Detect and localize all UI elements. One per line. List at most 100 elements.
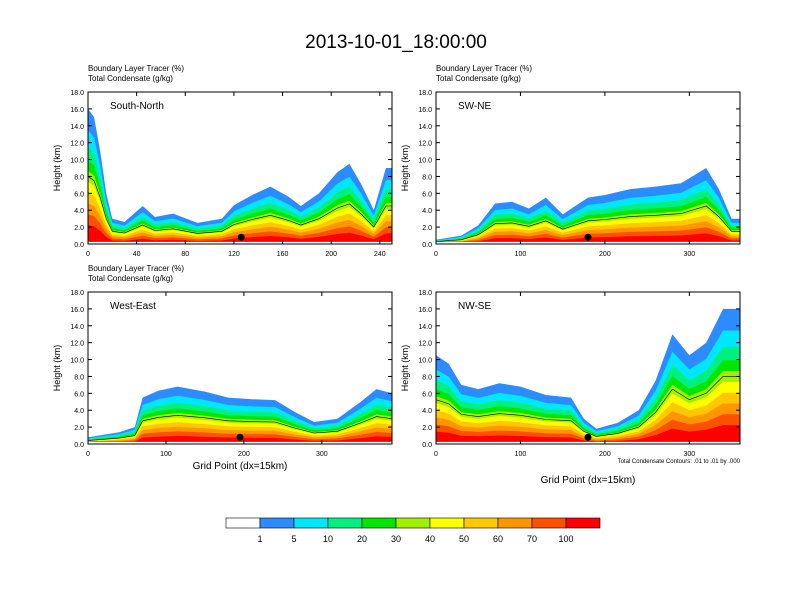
x-axis-label: Grid Point (dx=15km) — [541, 475, 636, 486]
y-tick-label: 0.0 — [422, 242, 432, 249]
tracer-band-9 — [88, 214, 392, 244]
colorbar-label: 70 — [527, 534, 537, 544]
colorbar-swatch — [531, 517, 567, 529]
panel-subtitle-line: Boundary Layer Tracer (%) — [436, 64, 532, 73]
y-tick-label: 10.0 — [70, 358, 84, 365]
colorbar-label: 100 — [558, 534, 573, 544]
location-marker — [584, 233, 592, 241]
tracer-fill — [88, 386, 392, 444]
y-axis-label: Height (km) — [52, 345, 62, 392]
x-tick-label: 0 — [86, 251, 90, 258]
y-tick-label: 4.0 — [422, 208, 432, 215]
colorbar-swatch — [497, 517, 533, 529]
y-tick-label: 0.0 — [74, 242, 84, 249]
condensate-contour — [436, 376, 740, 437]
y-tick-label: 8.0 — [74, 174, 84, 181]
panel-subtitle-line: Total Condensate (g/kg) — [436, 74, 521, 83]
tracer-fill — [436, 308, 740, 444]
y-tick-label: 6.0 — [74, 391, 84, 398]
y-tick-label: 0.0 — [74, 442, 84, 449]
y-tick-label: 18.0 — [70, 290, 84, 297]
x-tick-label: 0 — [434, 251, 438, 258]
y-tick-label: 18.0 — [418, 290, 432, 297]
panel-nw-se: 0.0 2.0 4.0 6.0 8.0 10.0 12.0 14.0 16.0 18.0 0 100 2… — [400, 290, 741, 486]
y-tick-label: 6.0 — [422, 391, 432, 398]
y-tick-label: 12.0 — [418, 141, 432, 148]
colorbar-label: 10 — [323, 534, 333, 544]
y-tick-label: 14.0 — [70, 124, 84, 131]
y-tick-label: 2.0 — [74, 225, 84, 232]
tracer-fill — [88, 108, 392, 244]
panel-label: NW-SE — [458, 301, 491, 312]
colorbar-label: 60 — [493, 534, 503, 544]
y-tick-label: 16.0 — [70, 307, 84, 314]
y-tick-label: 4.0 — [74, 408, 84, 415]
colorbar-swatch — [259, 517, 295, 529]
tracer-band-10 — [88, 225, 392, 244]
y-tick-label: 18.0 — [70, 90, 84, 97]
panel-sw-ne: 0.0 2.0 4.0 6.0 8.0 10.0 12.0 14.0 16.0 18.0 0 100 2… — [400, 64, 741, 258]
y-tick-label: 18.0 — [418, 90, 432, 97]
y-tick-label: 12.0 — [418, 341, 432, 348]
condensate-contour — [88, 414, 392, 441]
terrain — [88, 241, 392, 244]
x-tick-label: 300 — [683, 451, 695, 458]
y-axis-label: Height (km) — [52, 145, 62, 192]
location-marker — [584, 433, 592, 441]
colorbar-label: 50 — [459, 534, 469, 544]
y-tick-label: 14.0 — [418, 324, 432, 331]
y-tick-label: 16.0 — [418, 307, 432, 314]
x-axis-label: Grid Point (dx=15km) — [193, 461, 288, 472]
colorbar-swatch — [327, 517, 363, 529]
colorbar-swatch — [565, 517, 601, 529]
x-tick-label: 160 — [277, 251, 289, 258]
panel-south-north: 0.0 2.0 4.0 6.0 8.0 10.0 12.0 14.0 16.0 18.0 0 40 80… — [52, 64, 393, 258]
colorbar-label: 20 — [357, 534, 367, 544]
colorbar-swatch — [395, 517, 431, 529]
x-tick-label: 240 — [374, 251, 386, 258]
plot-frame — [435, 91, 741, 245]
panel-label: SW-NE — [458, 101, 491, 112]
plot-frame — [87, 291, 393, 445]
x-tick-label: 120 — [228, 251, 240, 258]
x-tick-label: 200 — [599, 251, 611, 258]
colorbar-label: 1 — [257, 534, 262, 544]
terrain — [88, 441, 392, 444]
panel-label: West-East — [110, 301, 156, 312]
colorbar-label: 40 — [425, 534, 435, 544]
x-tick-label: 200 — [238, 451, 250, 458]
panel-subtitle-line: Total Condensate (g/kg) — [88, 274, 173, 283]
x-tick-label: 40 — [133, 251, 141, 258]
y-tick-label: 10.0 — [418, 358, 432, 365]
tracer-band-10 — [436, 425, 740, 444]
colorbar-swatch — [293, 517, 329, 529]
y-tick-label: 2.0 — [422, 225, 432, 232]
x-tick-label: 300 — [683, 251, 695, 258]
x-tick-label: 0 — [434, 451, 438, 458]
colorbar: 1 5 10 20 30 40 50 60 70 100 — [225, 517, 601, 544]
y-tick-label: 8.0 — [422, 374, 432, 381]
figure-title: 2013-10-01_18:00:00 — [305, 32, 487, 53]
y-tick-label: 0.0 — [422, 442, 432, 449]
x-tick-label: 100 — [515, 451, 527, 458]
x-tick-label: 200 — [599, 451, 611, 458]
x-tick-label: 200 — [325, 251, 337, 258]
y-tick-label: 10.0 — [70, 158, 84, 165]
colorbar-label: 5 — [291, 534, 296, 544]
y-tick-label: 16.0 — [418, 107, 432, 114]
colorbar-swatch — [361, 517, 397, 529]
contour-note: Total Condensate Contours: .01 to .01 by… — [618, 459, 741, 465]
colorbar-swatch — [429, 517, 465, 529]
y-tick-label: 6.0 — [422, 191, 432, 198]
y-tick-label: 2.0 — [74, 425, 84, 432]
location-marker — [236, 433, 244, 441]
panel-subtitle-line: Boundary Layer Tracer (%) — [88, 264, 184, 273]
y-tick-label: 10.0 — [418, 158, 432, 165]
tracer-fill — [436, 168, 740, 244]
panel-subtitle-line: Boundary Layer Tracer (%) — [88, 64, 184, 73]
terrain — [436, 441, 740, 444]
location-marker — [237, 233, 245, 241]
condensate-contour — [436, 205, 740, 242]
y-tick-label: 12.0 — [70, 341, 84, 348]
y-axis-label: Height (km) — [400, 145, 410, 192]
